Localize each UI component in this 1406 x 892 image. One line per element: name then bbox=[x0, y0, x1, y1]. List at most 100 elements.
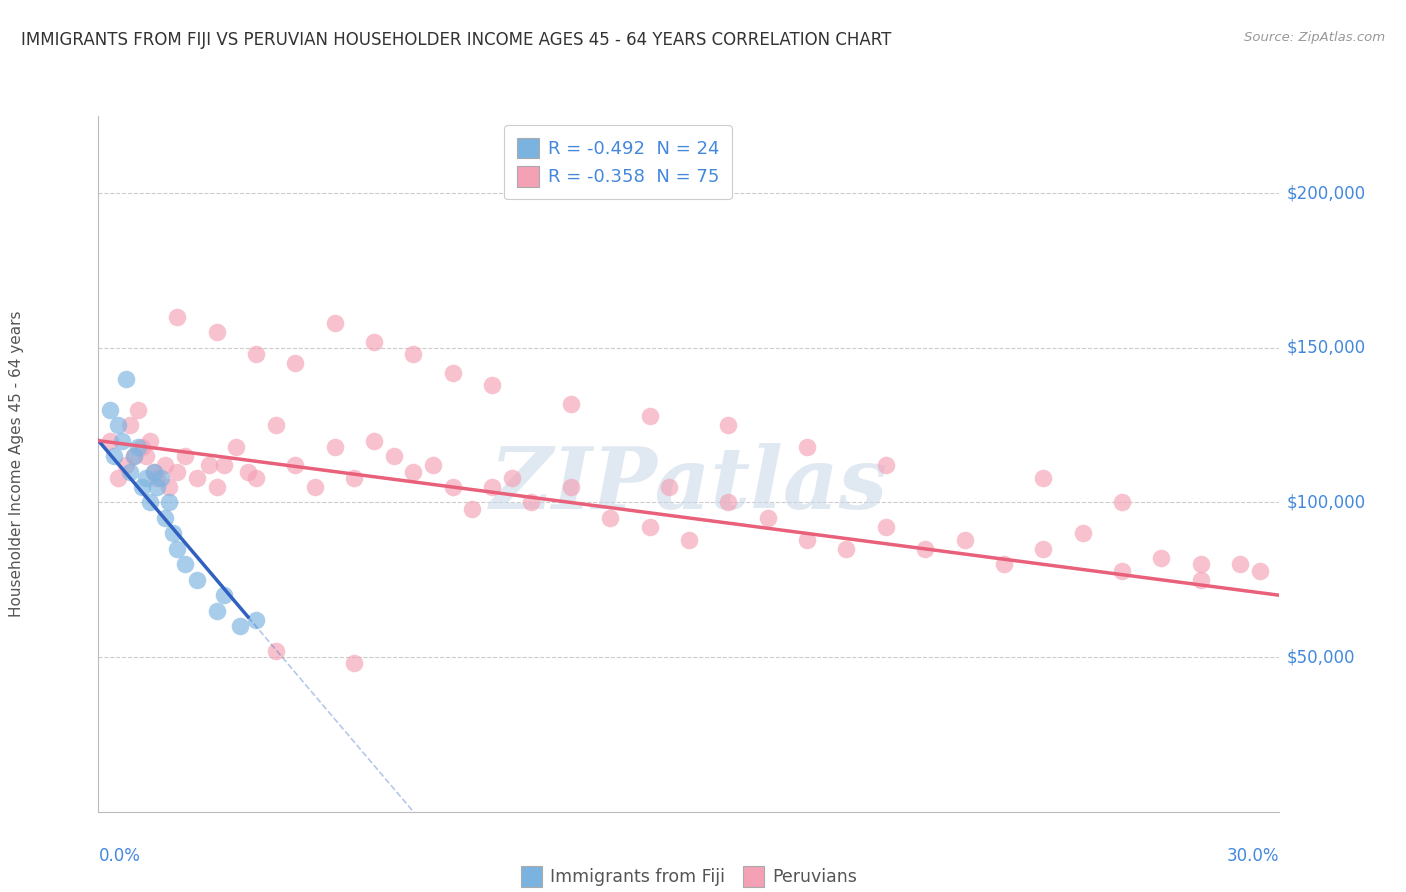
Point bbox=[155, 511, 177, 525]
Point bbox=[142, 465, 165, 479]
Text: ZIPatlas: ZIPatlas bbox=[489, 443, 889, 526]
Point bbox=[796, 533, 818, 547]
Point bbox=[520, 495, 543, 509]
Point bbox=[343, 657, 366, 671]
Point bbox=[131, 440, 153, 454]
Point bbox=[138, 495, 160, 509]
Legend: Immigrants from Fiji, Peruvians: Immigrants from Fiji, Peruvians bbox=[513, 860, 865, 892]
Point bbox=[796, 440, 818, 454]
Text: $100,000: $100,000 bbox=[1286, 493, 1365, 511]
Point bbox=[638, 409, 661, 423]
Point bbox=[1111, 564, 1133, 578]
Point bbox=[197, 458, 219, 473]
Point bbox=[264, 644, 287, 658]
Point bbox=[225, 440, 247, 454]
Point bbox=[1189, 573, 1212, 587]
Point bbox=[1111, 495, 1133, 509]
Point bbox=[118, 465, 141, 479]
Point bbox=[205, 604, 228, 618]
Point bbox=[441, 480, 464, 494]
Point bbox=[122, 449, 145, 463]
Point bbox=[155, 458, 177, 473]
Point bbox=[214, 458, 236, 473]
Point bbox=[461, 501, 484, 516]
Point bbox=[142, 465, 165, 479]
Point bbox=[1229, 558, 1251, 572]
Point bbox=[107, 471, 129, 485]
Point bbox=[122, 449, 145, 463]
Point bbox=[214, 588, 236, 602]
Text: Householder Income Ages 45 - 64 years: Householder Income Ages 45 - 64 years bbox=[10, 310, 24, 617]
Point bbox=[402, 347, 425, 361]
Point bbox=[481, 480, 503, 494]
Point bbox=[186, 471, 208, 485]
Point bbox=[264, 418, 287, 433]
Point bbox=[914, 541, 936, 556]
Point bbox=[1032, 471, 1054, 485]
Point bbox=[127, 440, 149, 454]
Point bbox=[166, 310, 188, 324]
Text: 0.0%: 0.0% bbox=[98, 847, 141, 865]
Point bbox=[284, 356, 307, 370]
Point bbox=[638, 520, 661, 534]
Point bbox=[402, 465, 425, 479]
Point bbox=[304, 480, 326, 494]
Point bbox=[150, 471, 173, 485]
Point bbox=[481, 378, 503, 392]
Point bbox=[599, 511, 621, 525]
Point bbox=[245, 613, 267, 627]
Point bbox=[229, 619, 252, 633]
Point bbox=[107, 418, 129, 433]
Point bbox=[118, 418, 141, 433]
Point bbox=[127, 402, 149, 417]
Point bbox=[717, 495, 740, 509]
Point bbox=[186, 573, 208, 587]
Point bbox=[284, 458, 307, 473]
Point bbox=[560, 396, 582, 410]
Point bbox=[138, 434, 160, 448]
Text: $200,000: $200,000 bbox=[1286, 185, 1365, 202]
Point bbox=[1189, 558, 1212, 572]
Point bbox=[115, 458, 138, 473]
Text: $150,000: $150,000 bbox=[1286, 339, 1365, 357]
Point bbox=[157, 495, 180, 509]
Point bbox=[1249, 564, 1271, 578]
Point bbox=[875, 520, 897, 534]
Point bbox=[835, 541, 858, 556]
Point bbox=[717, 418, 740, 433]
Point bbox=[343, 471, 366, 485]
Point bbox=[174, 558, 197, 572]
Point bbox=[1032, 541, 1054, 556]
Point bbox=[98, 434, 121, 448]
Point bbox=[245, 471, 267, 485]
Point bbox=[323, 316, 346, 330]
Point bbox=[103, 449, 125, 463]
Point bbox=[115, 372, 138, 386]
Point bbox=[157, 480, 180, 494]
Point bbox=[1150, 551, 1173, 566]
Point bbox=[236, 465, 259, 479]
Point bbox=[323, 440, 346, 454]
Point bbox=[146, 471, 169, 485]
Point bbox=[131, 480, 153, 494]
Text: IMMIGRANTS FROM FIJI VS PERUVIAN HOUSEHOLDER INCOME AGES 45 - 64 YEARS CORRELATI: IMMIGRANTS FROM FIJI VS PERUVIAN HOUSEHO… bbox=[21, 31, 891, 49]
Point bbox=[875, 458, 897, 473]
Point bbox=[441, 366, 464, 380]
Point bbox=[363, 434, 385, 448]
Point bbox=[756, 511, 779, 525]
Point bbox=[245, 347, 267, 361]
Point bbox=[658, 480, 681, 494]
Text: 30.0%: 30.0% bbox=[1227, 847, 1279, 865]
Point bbox=[135, 449, 157, 463]
Point bbox=[363, 334, 385, 349]
Point bbox=[501, 471, 523, 485]
Point bbox=[162, 526, 184, 541]
Point bbox=[166, 541, 188, 556]
Point bbox=[98, 402, 121, 417]
Point bbox=[205, 480, 228, 494]
Point bbox=[146, 480, 169, 494]
Point bbox=[953, 533, 976, 547]
Point bbox=[111, 434, 134, 448]
Point bbox=[993, 558, 1015, 572]
Point bbox=[174, 449, 197, 463]
